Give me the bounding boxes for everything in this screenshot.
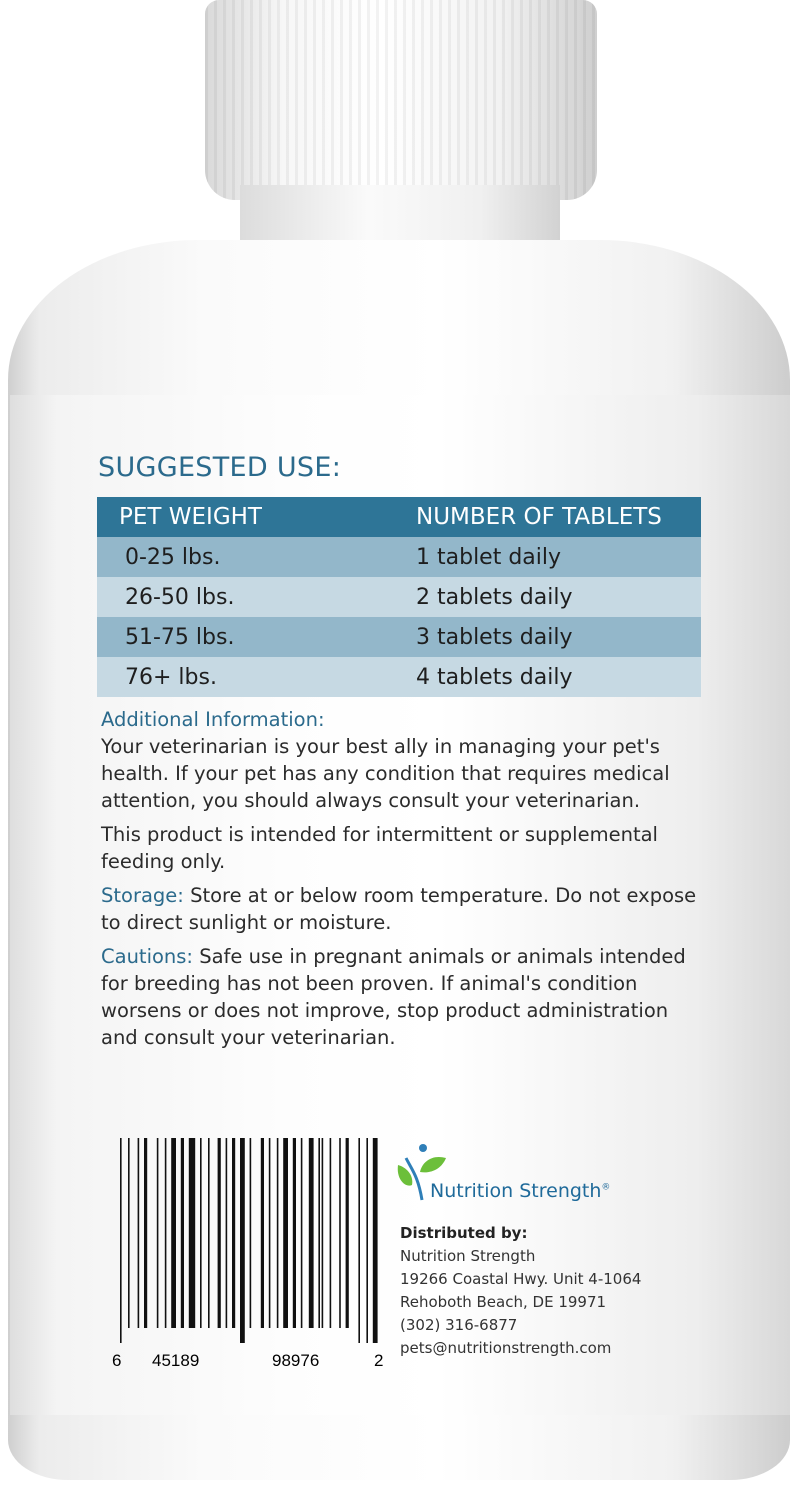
barcode-bar (283, 1138, 288, 1328)
barcode-bar (300, 1138, 303, 1328)
barcode-bar (321, 1138, 324, 1328)
distributor-name: Nutrition Strength (400, 1247, 536, 1265)
additional-p2: This product is intended for intermitten… (101, 823, 658, 873)
label-info: Additional Information: Your veterinaria… (101, 706, 701, 1058)
cautions-heading: Cautions: (101, 945, 194, 968)
barcode-bar (144, 1138, 148, 1328)
distributed-by-label: Distributed by: (400, 1224, 528, 1242)
leaf-person-logo-icon (397, 1144, 446, 1201)
table-row: 76+ lbs. 4 tablets daily (97, 657, 701, 697)
table-row: 51-75 lbs. 3 tablets daily (97, 617, 701, 657)
barcode-bar (366, 1138, 368, 1343)
distributor-phone: (302) 316-6877 (400, 1316, 518, 1334)
distributor-block: Distributed by: Nutrition Strength 19266… (400, 1222, 641, 1360)
tablets-cell: 1 tablet daily (366, 537, 701, 577)
barcode-bar (180, 1138, 184, 1328)
storage-heading: Storage: (101, 884, 184, 907)
barcode-bar (339, 1138, 341, 1328)
dosage-table: PET WEIGHT NUMBER OF TABLETS 0-25 lbs. 1 … (97, 497, 701, 697)
distributor-email: pets@nutritionstrength.com (400, 1339, 612, 1357)
storage-text: Store at or below room temperature. Do n… (101, 884, 697, 934)
weight-cell: 76+ lbs. (97, 657, 366, 697)
barcode-bar (276, 1138, 279, 1328)
barcode-digit-last: 2 (374, 1351, 383, 1368)
header-number-of-tablets: NUMBER OF TABLETS (366, 497, 701, 537)
barcode-bar (225, 1138, 228, 1328)
barcode-bar (329, 1138, 332, 1328)
barcode-bar (308, 1138, 314, 1328)
barcode-bar (232, 1138, 236, 1328)
barcode-bar (171, 1138, 176, 1328)
tablets-cell: 2 tablets daily (366, 577, 701, 617)
barcode-bar (240, 1138, 245, 1343)
distributor-city: Rehoboth Beach, DE 19971 (400, 1293, 607, 1311)
weight-cell: 0-25 lbs. (97, 537, 366, 577)
brand-name-text: Nutrition Strength (430, 1180, 602, 1202)
header-pet-weight: PET WEIGHT (97, 497, 366, 537)
barcode-bar (208, 1138, 210, 1328)
barcode: 6 45189 98976 2 (112, 1138, 383, 1368)
barcode-bar (120, 1138, 122, 1343)
weight-cell: 26-50 lbs. (97, 577, 366, 617)
tablets-cell: 4 tablets daily (366, 657, 701, 697)
barcode-bar (137, 1138, 140, 1328)
table-row: 0-25 lbs. 1 tablet daily (97, 537, 701, 577)
table-header: PET WEIGHT NUMBER OF TABLETS (97, 497, 701, 537)
barcode-bar (292, 1138, 296, 1328)
weight-cell: 51-75 lbs. (97, 617, 366, 657)
tablets-cell: 3 tablets daily (366, 617, 701, 657)
barcode-bar (164, 1138, 167, 1328)
barcode-bar (188, 1138, 196, 1328)
cautions-text: Safe use in pregnant animals or animals … (101, 945, 686, 1049)
barcode-digits-left: 45189 (152, 1351, 199, 1368)
additional-p1: Your veterinarian is your best ally in m… (101, 735, 670, 812)
barcode-bar (268, 1138, 271, 1328)
cautions-section: Cautions: Safe use in pregnant animals o… (101, 943, 701, 1051)
barcode-bar (249, 1138, 252, 1328)
barcode-digits-right: 98976 (272, 1351, 319, 1368)
barcode-bar (345, 1138, 349, 1328)
barcode-bar (128, 1138, 130, 1328)
bottle-cap (205, 0, 597, 200)
storage-section: Storage: Store at or below room temperat… (101, 882, 701, 936)
barcode-bar (318, 1138, 320, 1328)
barcode-bar (156, 1138, 159, 1328)
barcode-bar (372, 1138, 378, 1343)
brand-name: Nutrition Strength® (430, 1180, 610, 1202)
barcode-bar (200, 1138, 202, 1328)
table-row: 26-50 lbs. 2 tablets daily (97, 577, 701, 617)
additional-heading: Additional Information: (101, 708, 325, 731)
barcode-bar (217, 1138, 221, 1328)
barcode-bar (260, 1138, 264, 1328)
distributor-address: 19266 Coastal Hwy. Unit 4-1064 (400, 1270, 642, 1288)
barcode-digit-first: 6 (112, 1351, 121, 1368)
registered-mark: ® (601, 1182, 611, 1193)
barcode-bar (358, 1138, 360, 1343)
suggested-use-title: SUGGESTED USE: (98, 452, 342, 483)
